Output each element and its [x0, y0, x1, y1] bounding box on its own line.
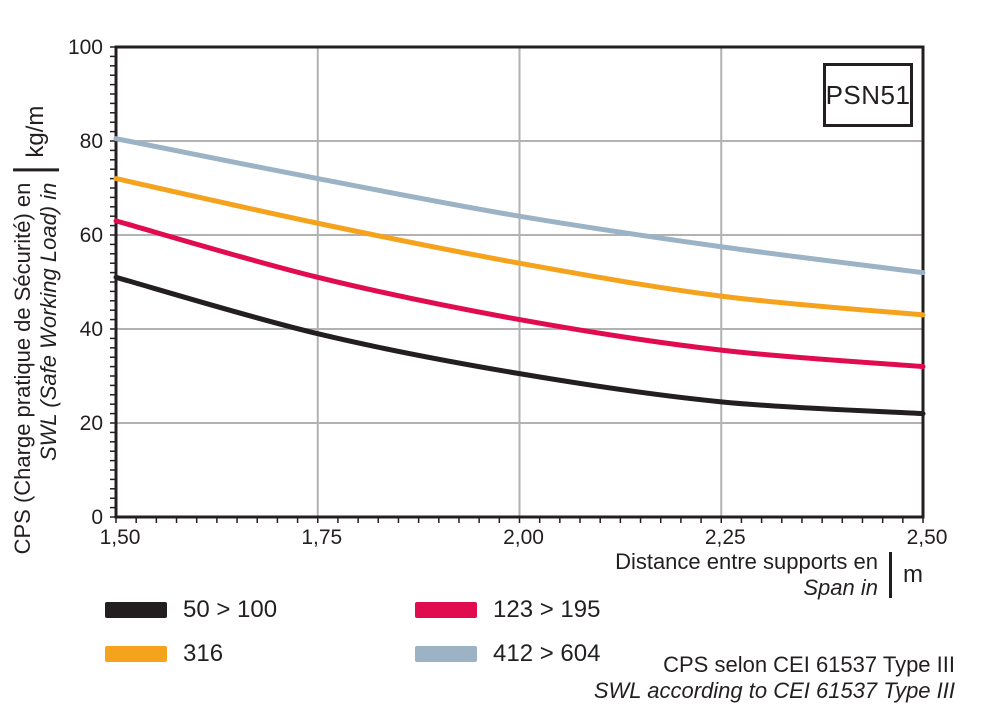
legend-item: 50 > 100 — [105, 598, 415, 622]
legend-item: 123 > 195 — [415, 598, 600, 622]
legend-swatch — [415, 602, 477, 618]
legend-swatch — [415, 646, 477, 662]
x-axis-title: Distance entre supports en Span in m — [615, 549, 923, 601]
x-tick-label: 1,50 — [100, 526, 141, 549]
x-tick-label: 2,50 — [907, 526, 948, 549]
curve-50-100 — [113, 274, 926, 417]
curve-123-195 — [113, 218, 926, 370]
legend-swatch — [105, 602, 167, 618]
plot-border — [114, 45, 925, 519]
y-tick-label: 20 — [80, 412, 103, 435]
product-reference-box: PSN51 — [823, 63, 913, 127]
legend: 50 > 100 123 > 195 316 412 > 604 — [105, 598, 600, 666]
chart-plot: 0 20 40 60 80 100 1,50 1,75 2,00 2,25 2,50 — [68, 36, 948, 549]
legend-label: 123 > 195 — [493, 596, 601, 623]
y-tick-label: 80 — [80, 130, 103, 153]
x-axis-unit: m — [903, 560, 923, 588]
legend-label: 412 > 604 — [493, 640, 601, 667]
y-axis-label-fr: CPS (Charge pratique de Sécurité) en — [10, 182, 36, 555]
y-tick-label: 40 — [80, 318, 103, 341]
standard-note: CPS selon CEI 61537 Type III SWL accordi… — [594, 652, 955, 705]
x-axis-unit-divider — [889, 551, 892, 598]
legend-item: 316 — [105, 642, 415, 666]
y-axis-label-en: SWL (Safe Working Load) in — [36, 182, 61, 462]
legend-label: 50 > 100 — [183, 596, 278, 623]
x-axis-label-en: Span in — [803, 574, 878, 600]
x-axis-label-fr: Distance entre supports en — [615, 549, 878, 574]
x-tick-label: 2,25 — [705, 526, 746, 549]
y-tick-label: 0 — [91, 506, 103, 529]
x-tick-label: 2,00 — [503, 526, 544, 549]
y-axis-unit: kg/m — [22, 105, 49, 158]
standard-note-en: SWL according to CEI 61537 Type III — [593, 678, 955, 704]
y-tick-label: 60 — [80, 224, 103, 247]
curve-412-604 — [113, 136, 926, 276]
product-reference-label: PSN51 — [825, 79, 911, 110]
y-tick-label: 100 — [68, 36, 103, 59]
legend-swatch — [105, 646, 167, 662]
y-axis-title: CPS (Charge pratique de Sécurité) en SWL… — [10, 106, 62, 555]
legend-item: 412 > 604 — [415, 642, 600, 666]
y-axis-unit-divider — [13, 168, 59, 172]
curve-316 — [113, 176, 926, 318]
x-tick-label: 1,75 — [301, 526, 342, 549]
standard-note-fr: CPS selon CEI 61537 Type III — [663, 652, 955, 677]
legend-label: 316 — [183, 640, 224, 667]
